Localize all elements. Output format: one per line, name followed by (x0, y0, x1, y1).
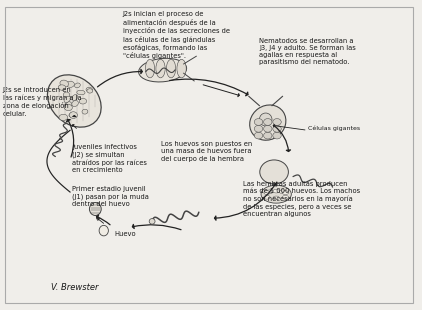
Ellipse shape (273, 119, 281, 125)
Ellipse shape (156, 59, 165, 78)
Ellipse shape (273, 189, 279, 193)
Ellipse shape (64, 96, 70, 103)
Ellipse shape (63, 92, 70, 98)
Ellipse shape (260, 160, 288, 184)
Ellipse shape (69, 112, 78, 118)
Ellipse shape (261, 185, 291, 203)
Ellipse shape (77, 90, 85, 95)
Ellipse shape (282, 195, 289, 199)
Ellipse shape (282, 191, 289, 194)
Ellipse shape (64, 104, 72, 111)
Text: Las hembras adultas producen
más de 1 000 huevos. Los machos
no son necesarios e: Las hembras adultas producen más de 1 00… (243, 181, 360, 217)
Ellipse shape (264, 125, 272, 132)
Ellipse shape (72, 100, 78, 107)
Ellipse shape (139, 58, 187, 82)
Ellipse shape (87, 89, 93, 93)
Ellipse shape (58, 85, 66, 90)
Text: Juveniles infectivos
(J2) se simultan
atraídos por las raíces
en crecimiento: Juveniles infectivos (J2) se simultan at… (72, 144, 147, 173)
Ellipse shape (89, 202, 101, 215)
Text: Nematodos se desarrollan a
J3, J4 y adulto. Se forman las
agallas en respuesta a: Nematodos se desarrollan a J3, J4 y adul… (260, 38, 356, 65)
Ellipse shape (82, 109, 88, 114)
Ellipse shape (47, 75, 101, 127)
Ellipse shape (177, 59, 186, 78)
Ellipse shape (264, 132, 272, 139)
Text: V. Brewster: V. Brewster (51, 283, 99, 292)
Text: Primer estadio juvenil
(J1) pasan por la muda
dentro del huevo: Primer estadio juvenil (J1) pasan por la… (72, 186, 149, 207)
Text: Huevo: Huevo (114, 231, 135, 237)
Ellipse shape (60, 80, 68, 87)
Text: Los huevos son puestos en
una masa de huevos fuera
del cuerpo de la hembra: Los huevos son puestos en una masa de hu… (160, 141, 252, 162)
Ellipse shape (59, 114, 68, 121)
Ellipse shape (254, 119, 263, 125)
Ellipse shape (65, 102, 72, 108)
Ellipse shape (260, 113, 272, 126)
Ellipse shape (79, 99, 87, 104)
Ellipse shape (273, 132, 281, 139)
Ellipse shape (250, 105, 286, 140)
Ellipse shape (254, 125, 263, 132)
Ellipse shape (75, 83, 80, 88)
Ellipse shape (254, 132, 263, 139)
Ellipse shape (264, 119, 272, 125)
Ellipse shape (264, 195, 270, 199)
Ellipse shape (64, 103, 71, 109)
Text: Células gigantes: Células gigantes (308, 126, 360, 131)
Ellipse shape (267, 190, 273, 193)
Ellipse shape (149, 219, 155, 224)
Text: J2s se introducen en
las raíces y migran a la
zona de elongación
celular.: J2s se introducen en las raíces y migran… (3, 87, 81, 117)
Ellipse shape (86, 87, 92, 92)
Ellipse shape (273, 125, 281, 132)
Ellipse shape (279, 190, 286, 193)
Ellipse shape (146, 59, 154, 78)
Ellipse shape (166, 59, 176, 78)
Ellipse shape (69, 113, 76, 117)
Ellipse shape (72, 95, 78, 100)
Ellipse shape (99, 225, 108, 236)
Text: J2s inician el proceso de
alimentación después de la
inyección de las secrecione: J2s inician el proceso de alimentación d… (123, 11, 230, 60)
Ellipse shape (273, 196, 279, 200)
Ellipse shape (66, 81, 74, 87)
Ellipse shape (264, 191, 270, 194)
